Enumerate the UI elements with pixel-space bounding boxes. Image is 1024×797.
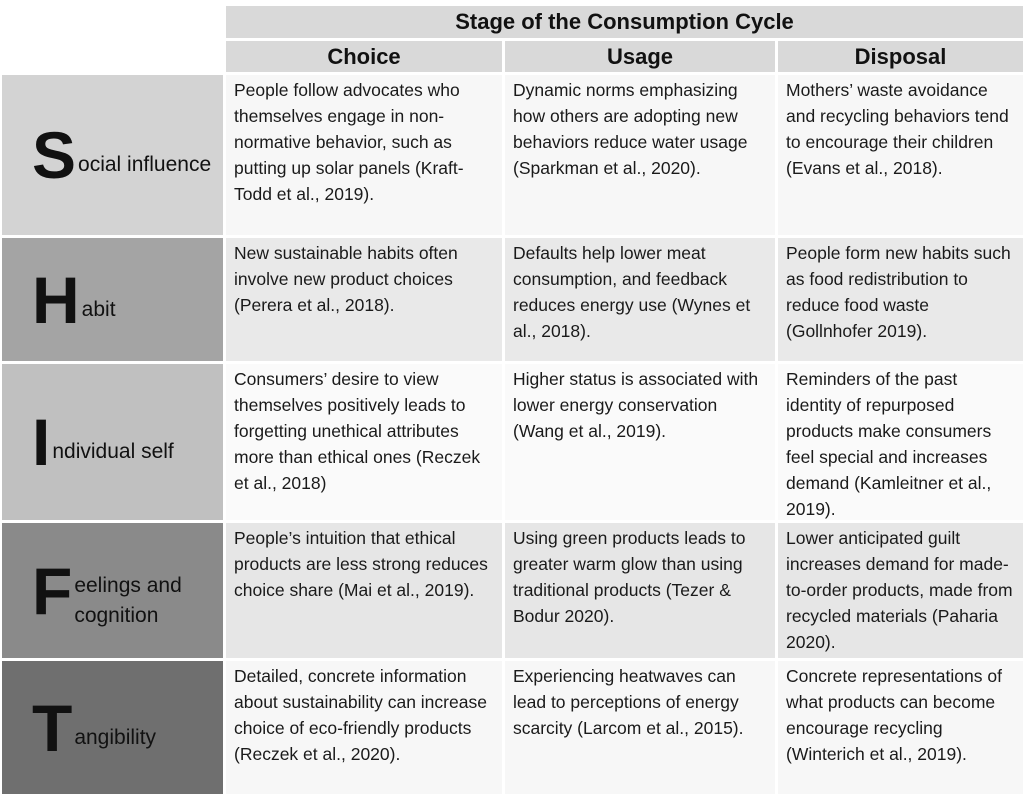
table-cell: People follow advocates who themselves e…: [226, 75, 502, 235]
row-label: abit: [81, 297, 116, 321]
table-cell: Dynamic norms emphasizing how others are…: [505, 75, 775, 235]
column-header: Usage: [505, 41, 775, 72]
table-cell: Consumers’ desire to view themselves pos…: [226, 364, 502, 520]
table-cell: Experiencing heatwaves can lead to perce…: [505, 661, 775, 794]
row-initial: S: [32, 118, 77, 192]
column-header: Choice: [226, 41, 502, 72]
row-label: angibility: [74, 725, 157, 749]
column-header: Disposal: [778, 41, 1023, 72]
row-initial: I: [32, 405, 51, 479]
row-label: ndividual self: [52, 440, 174, 463]
row-initial: H: [32, 262, 80, 337]
table-cell: Using green products leads to greater wa…: [505, 523, 775, 658]
table-title: Stage of the Consumption Cycle: [226, 6, 1023, 38]
shift-table: Stage of the Consumption Cycle Choice Usa…: [2, 6, 1023, 794]
row-label: eelings and cognition: [74, 573, 182, 627]
table-cell: Concrete representations of what product…: [778, 661, 1023, 794]
table-cell: People form new habits such as food redi…: [778, 238, 1023, 361]
table-cell: Detailed, concrete information about sus…: [226, 661, 502, 794]
table-cell: Higher status is associated with lower e…: [505, 364, 775, 520]
table-cell: Lower anticipated guilt increases demand…: [778, 523, 1023, 658]
row-initial: T: [32, 690, 73, 765]
table-cell: Defaults help lower meat consumption, an…: [505, 238, 775, 361]
table-cell: Mothers’ waste avoidance and recycling b…: [778, 75, 1023, 235]
row-label: ocial influence: [78, 153, 212, 176]
table-cell: Reminders of the past identity of repurp…: [778, 364, 1023, 520]
corner: [2, 6, 223, 72]
table-cell: People’s intuition that ethical products…: [226, 523, 502, 658]
row-initial: F: [32, 553, 73, 628]
table-cell: New sustainable habits often involve new…: [226, 238, 502, 361]
